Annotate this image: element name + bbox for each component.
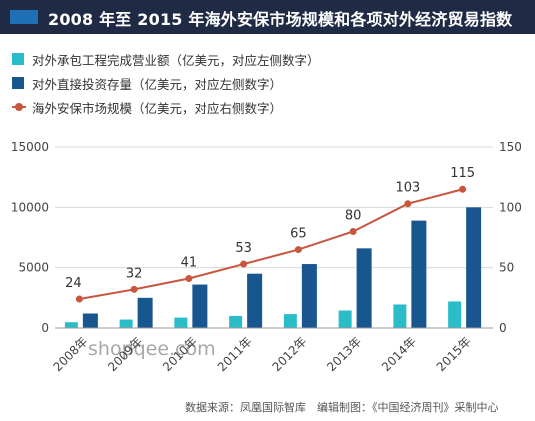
security-data-label: 115 bbox=[450, 166, 475, 181]
security-data-label: 32 bbox=[126, 266, 143, 281]
title-bar: 2008 年至 2015 年海外安保市场规模和各项对外经济贸易指数 bbox=[0, 0, 535, 34]
bar-investment bbox=[301, 264, 317, 328]
security-point bbox=[240, 260, 248, 268]
bar-contracting bbox=[229, 315, 243, 328]
security-point bbox=[349, 227, 357, 235]
title-accent-block bbox=[10, 10, 38, 24]
bar-contracting bbox=[393, 304, 407, 328]
bar-investment bbox=[411, 220, 427, 328]
left-axis-tick-label: 5000 bbox=[18, 261, 49, 275]
x-axis-category-label: 2013年 bbox=[324, 334, 364, 374]
x-axis-category-label: 2015年 bbox=[434, 334, 474, 374]
security-point bbox=[185, 275, 193, 283]
bar-contracting bbox=[119, 319, 133, 328]
source-note: 数据来源：凤凰国际智库 编辑制图：《中国经济周刊》采制中心 bbox=[185, 401, 499, 414]
chart-title: 2008 年至 2015 年海外安保市场规模和各项对外经济贸易指数 bbox=[48, 10, 513, 29]
security-point bbox=[404, 200, 412, 208]
security-point bbox=[459, 185, 467, 193]
watermark: shopqee.com bbox=[88, 338, 216, 360]
left-axis-tick-label: 15000 bbox=[11, 140, 49, 154]
left-axis-tick-label: 0 bbox=[41, 321, 49, 335]
x-axis-category-label: 2014年 bbox=[379, 334, 419, 374]
security-point bbox=[75, 295, 83, 303]
security-data-label: 24 bbox=[65, 276, 82, 291]
left-axis-tick-label: 10000 bbox=[11, 200, 49, 214]
right-axis-tick-label: 150 bbox=[499, 140, 522, 154]
bar-investment bbox=[137, 297, 153, 328]
right-axis-tick-label: 100 bbox=[499, 200, 522, 214]
bar-contracting bbox=[448, 301, 462, 328]
security-point bbox=[130, 285, 138, 293]
legend-item-security: 海外安保市场规模（亿美元，对应右侧数字） bbox=[12, 98, 282, 116]
security-point bbox=[294, 246, 302, 254]
security-data-label: 80 bbox=[345, 208, 362, 223]
bar-investment bbox=[192, 284, 208, 328]
security-data-label: 103 bbox=[395, 181, 420, 196]
legend-label-contracting: 对外承包工程完成营业额（亿美元，对应左侧数字） bbox=[32, 52, 320, 68]
security-data-label: 41 bbox=[181, 256, 198, 271]
right-axis-tick-label: 0 bbox=[499, 321, 507, 335]
legend-swatch-contracting bbox=[12, 53, 24, 65]
x-axis-category-label: 2011年 bbox=[215, 334, 255, 374]
bar-investment bbox=[356, 248, 372, 328]
bar-investment bbox=[466, 207, 482, 328]
legend-label-investment: 对外直接投资存量（亿美元，对应左侧数字） bbox=[32, 76, 283, 92]
legend-item-investment: 对外直接投资存量（亿美元，对应左侧数字） bbox=[12, 74, 282, 92]
security-data-label: 65 bbox=[290, 227, 307, 242]
bar-investment bbox=[82, 313, 98, 328]
legend-item-contracting: 对外承包工程完成营业额（亿美元，对应左侧数字） bbox=[12, 50, 320, 68]
x-axis-category-label: 2008年 bbox=[51, 334, 91, 374]
x-axis-category-label: 2012年 bbox=[270, 334, 310, 374]
legend-label-security: 海外安保市场规模（亿美元，对应右侧数字） bbox=[32, 100, 283, 116]
legend-swatch-security bbox=[12, 101, 26, 113]
bar-investment bbox=[247, 273, 263, 328]
bar-contracting bbox=[283, 314, 297, 328]
bar-contracting bbox=[64, 322, 78, 328]
bar-contracting bbox=[338, 310, 352, 328]
bar-contracting bbox=[174, 317, 188, 328]
right-axis-tick-label: 50 bbox=[499, 261, 514, 275]
legend-swatch-investment bbox=[12, 77, 24, 89]
security-data-label: 53 bbox=[235, 241, 252, 256]
security-line bbox=[79, 188, 463, 301]
